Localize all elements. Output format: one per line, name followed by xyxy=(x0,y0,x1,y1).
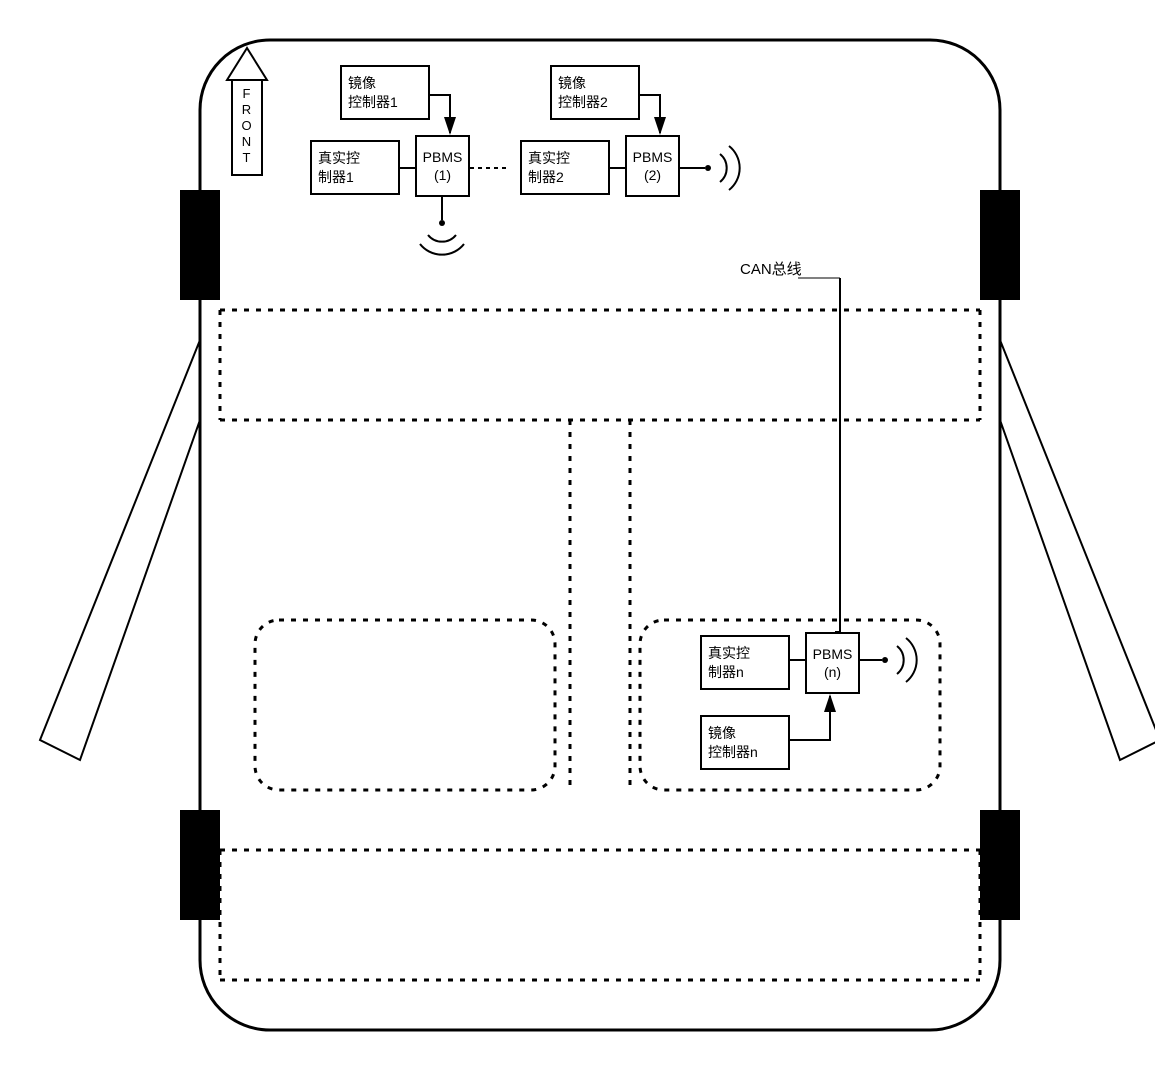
seat-front-right xyxy=(640,620,940,790)
node-pbms1-line1: PBMS xyxy=(423,148,463,166)
seat-rear xyxy=(220,850,980,980)
node-real1-line1: 真实控 xyxy=(318,149,392,167)
node-pbms2-line1: PBMS xyxy=(633,148,673,166)
node-mirror1-line2: 控制器1 xyxy=(348,93,422,111)
node-real1-line2: 制器1 xyxy=(318,168,392,186)
node-real2: 真实控 制器2 xyxy=(520,140,610,195)
node-mirror1-line1: 镜像 xyxy=(348,74,422,92)
seat-front-left xyxy=(255,620,555,790)
node-realn: 真实控 制器n xyxy=(700,635,790,690)
node-pbms2: PBMS (2) xyxy=(625,135,680,197)
door-right xyxy=(1000,340,1155,760)
node-realn-line1: 真实控 xyxy=(708,644,782,662)
can-bus-label: CAN总线 xyxy=(740,258,802,279)
center-column xyxy=(570,420,630,790)
wireless-icon-1 xyxy=(420,197,464,255)
node-mirror2-line1: 镜像 xyxy=(558,74,632,92)
node-mirror1: 镜像 控制器1 xyxy=(340,65,430,120)
edge-mirror1-pbms1 xyxy=(430,95,450,133)
node-pbms2-line2: (2) xyxy=(644,166,661,184)
node-realn-line2: 制器n xyxy=(708,663,782,681)
node-mirrorn: 镜像 控制器n xyxy=(700,715,790,770)
wheel-rear-right xyxy=(980,810,1020,920)
dash-hood xyxy=(220,310,980,420)
node-real2-line2: 制器2 xyxy=(528,168,602,186)
edge-mirror2-pbms2 xyxy=(640,95,660,133)
node-pbms1: PBMS (1) xyxy=(415,135,470,197)
node-pbmsn: PBMS (n) xyxy=(805,632,860,694)
node-mirrorn-line2: 控制器n xyxy=(708,743,782,761)
node-mirrorn-line1: 镜像 xyxy=(708,724,782,742)
wheel-rear-left xyxy=(180,810,220,920)
front-arrow-label: FRONT xyxy=(239,86,254,166)
wireless-icon-2 xyxy=(680,146,740,190)
wireless-icon-n xyxy=(860,638,917,682)
node-pbms1-line2: (1) xyxy=(434,166,451,184)
door-left xyxy=(40,340,200,760)
node-mirror2: 镜像 控制器2 xyxy=(550,65,640,120)
node-real1: 真实控 制器1 xyxy=(310,140,400,195)
node-mirror2-line2: 控制器2 xyxy=(558,93,632,111)
edge-mirrorn-pbmsn xyxy=(790,696,830,740)
node-pbmsn-line1: PBMS xyxy=(813,645,853,663)
node-pbmsn-line2: (n) xyxy=(824,663,841,681)
wheel-front-left xyxy=(180,190,220,300)
node-real2-line1: 真实控 xyxy=(528,149,602,167)
diagram-canvas: FRONT CAN总线 镜像 控制器1 真实控 制器1 PBMS (1) 镜像 … xyxy=(20,20,1155,1052)
wheel-front-right xyxy=(980,190,1020,300)
